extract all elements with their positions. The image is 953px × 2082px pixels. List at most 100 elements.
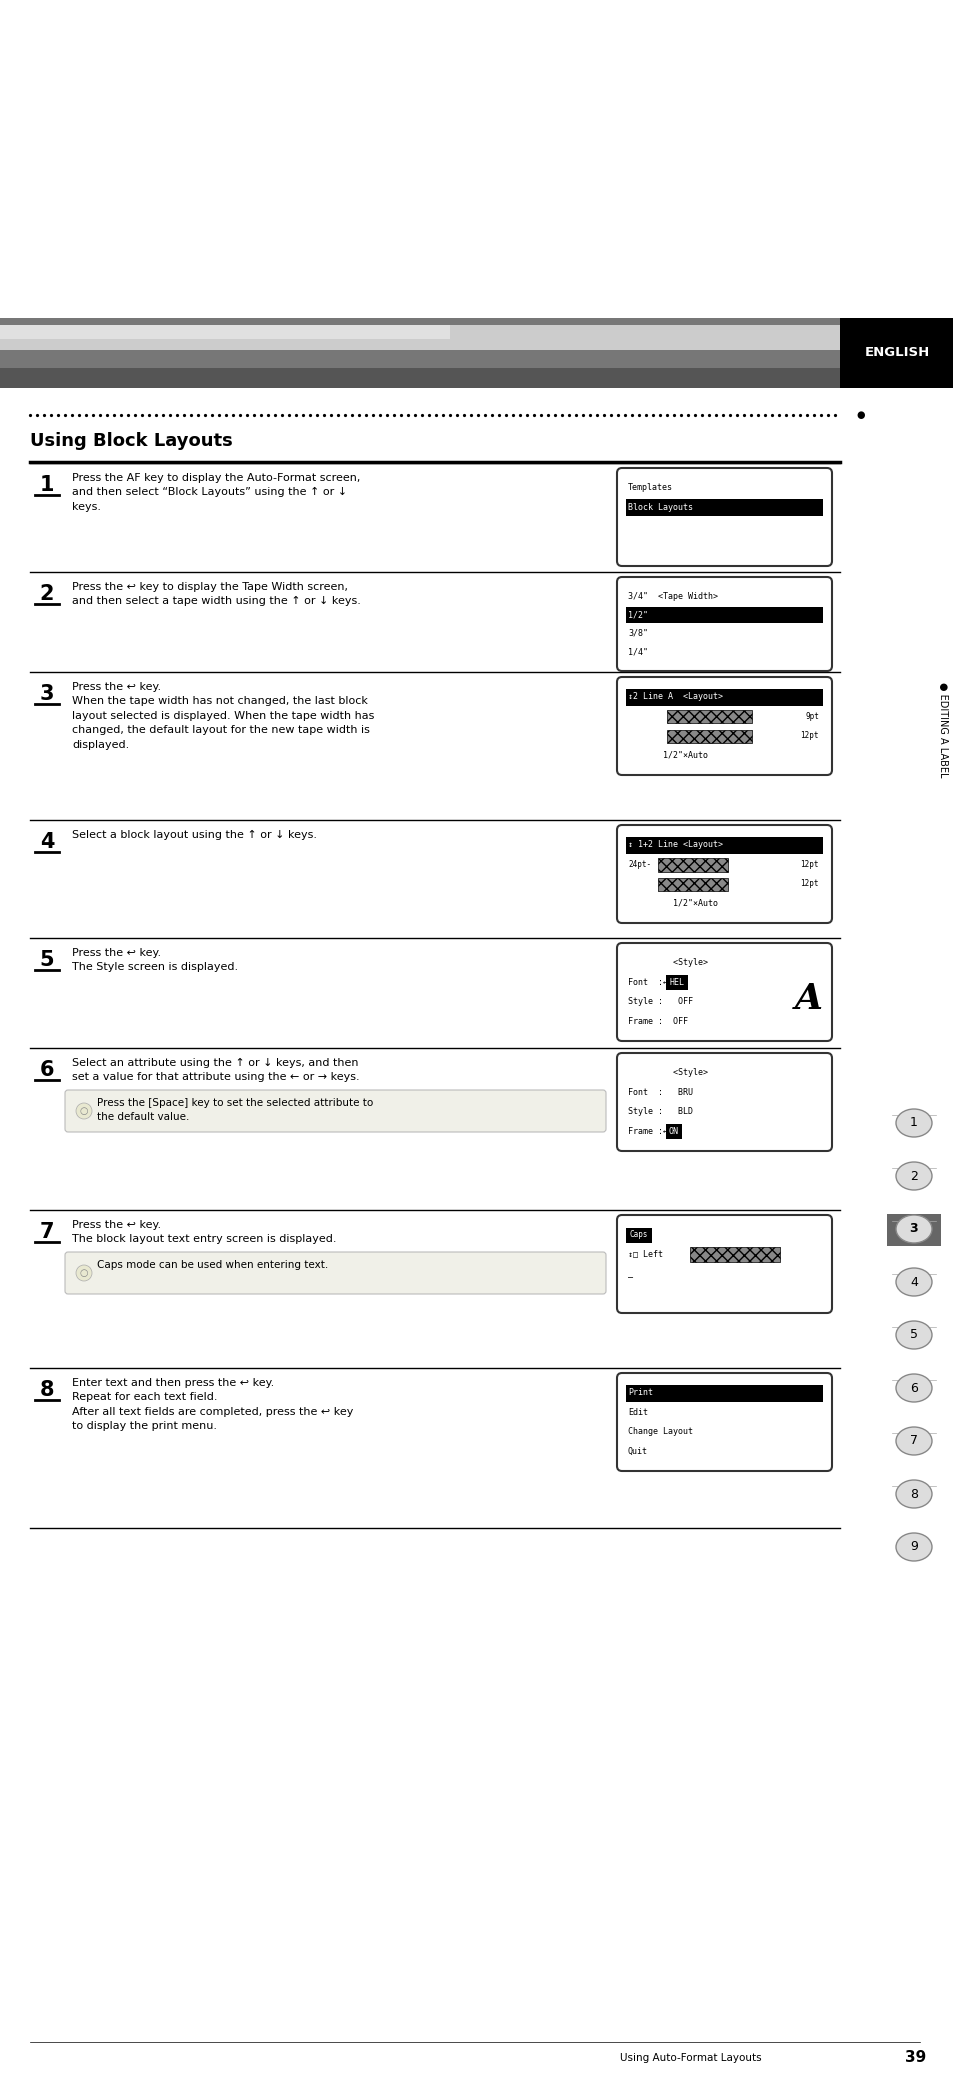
Text: Font  :   BRU: Font : BRU <box>627 1087 692 1097</box>
FancyBboxPatch shape <box>617 1053 831 1151</box>
Text: 7: 7 <box>909 1434 917 1447</box>
FancyBboxPatch shape <box>617 824 831 922</box>
Text: ● EDITING A LABEL: ● EDITING A LABEL <box>937 683 947 779</box>
Text: A: A <box>794 983 822 1016</box>
Text: 24pt-: 24pt- <box>627 860 651 868</box>
Text: ↕□ Left: ↕□ Left <box>627 1249 687 1260</box>
Text: Templates: Templates <box>627 483 672 491</box>
Text: ↕2 Line A  <Layout>: ↕2 Line A <Layout> <box>627 691 722 702</box>
Bar <box>625 500 822 516</box>
FancyBboxPatch shape <box>617 1216 831 1314</box>
Bar <box>625 1385 822 1401</box>
Text: Edit: Edit <box>627 1407 647 1416</box>
Text: Style :   OFF: Style : OFF <box>627 997 692 1006</box>
Text: 9pt: 9pt <box>804 712 818 720</box>
Text: ON: ON <box>668 1126 678 1137</box>
Bar <box>0 319 840 387</box>
Text: Press the [Space] key to set the selected attribute to
the default value.: Press the [Space] key to set the selecte… <box>97 1097 373 1122</box>
Text: 6: 6 <box>909 1382 917 1395</box>
Ellipse shape <box>895 1162 931 1191</box>
Ellipse shape <box>895 1110 931 1137</box>
Text: 4: 4 <box>909 1276 917 1289</box>
Text: 1/4": 1/4" <box>627 648 647 656</box>
Bar <box>0 369 840 387</box>
Text: 2: 2 <box>909 1170 917 1183</box>
Text: Press the ↩ key.
The Style screen is displayed.: Press the ↩ key. The Style screen is dis… <box>71 947 238 972</box>
Text: 3/8": 3/8" <box>627 629 647 637</box>
Text: 12pt: 12pt <box>800 879 818 889</box>
Bar <box>689 1247 780 1262</box>
Text: Using Auto-Format Layouts: Using Auto-Format Layouts <box>619 2053 760 2063</box>
Bar <box>666 731 751 743</box>
Text: 3/4"  <Tape Width>: 3/4" <Tape Width> <box>627 591 718 602</box>
FancyBboxPatch shape <box>617 677 831 775</box>
Bar <box>625 608 822 623</box>
Bar <box>658 858 727 872</box>
FancyBboxPatch shape <box>617 468 831 566</box>
Text: <Style>: <Style> <box>627 958 707 968</box>
Text: 9: 9 <box>909 1541 917 1553</box>
Text: 12pt: 12pt <box>800 860 818 868</box>
Text: Select a block layout using the ↑ or ↓ keys.: Select a block layout using the ↑ or ↓ k… <box>71 831 316 839</box>
Text: ↕ 1+2 Line <Layout>: ↕ 1+2 Line <Layout> <box>627 841 722 849</box>
Circle shape <box>76 1266 91 1280</box>
Bar <box>0 325 840 350</box>
Text: Quit: Quit <box>627 1447 647 1455</box>
Text: Block Layouts: Block Layouts <box>627 502 692 512</box>
Text: 4: 4 <box>40 833 54 852</box>
Text: 1/2"×Auto: 1/2"×Auto <box>627 752 707 760</box>
Text: 1: 1 <box>909 1116 917 1131</box>
Text: Select an attribute using the ↑ or ↓ keys, and then
set a value for that attribu: Select an attribute using the ↑ or ↓ key… <box>71 1058 359 1083</box>
Text: Frame :  OFF: Frame : OFF <box>627 1016 687 1026</box>
Text: Caps: Caps <box>629 1230 648 1239</box>
Ellipse shape <box>895 1532 931 1562</box>
Text: 3: 3 <box>40 685 54 704</box>
Bar <box>886 1214 940 1245</box>
FancyBboxPatch shape <box>617 1372 831 1472</box>
Text: 2: 2 <box>40 583 54 604</box>
Text: 8: 8 <box>909 1487 917 1501</box>
Text: Press the AF key to display the Auto-Format screen,
and then select “Block Layou: Press the AF key to display the Auto-For… <box>71 473 360 512</box>
Bar <box>666 710 751 722</box>
Text: 1/2"×Auto: 1/2"×Auto <box>627 899 718 908</box>
Text: ENGLISH: ENGLISH <box>863 346 928 360</box>
Text: 12pt: 12pt <box>800 731 818 741</box>
Text: Enter text and then press the ↩ key.
Repeat for each text field.
After all text : Enter text and then press the ↩ key. Rep… <box>71 1378 353 1430</box>
Text: ●: ● <box>855 410 863 421</box>
Text: HEL: HEL <box>668 979 683 987</box>
Bar <box>665 976 687 991</box>
Text: 39: 39 <box>904 2051 925 2065</box>
Text: Change Layout: Change Layout <box>627 1428 692 1437</box>
Ellipse shape <box>895 1268 931 1295</box>
Text: 7: 7 <box>40 1222 54 1243</box>
Ellipse shape <box>895 1216 931 1243</box>
Text: Print: Print <box>627 1389 652 1397</box>
Bar <box>658 877 727 891</box>
Ellipse shape <box>895 1480 931 1507</box>
Text: Press the ↩ key.
When the tape width has not changed, the last block
layout sele: Press the ↩ key. When the tape width has… <box>71 683 374 750</box>
Text: 1: 1 <box>40 475 54 496</box>
Text: Press the ↩ key to display the Tape Width screen,
and then select a tape width u: Press the ↩ key to display the Tape Widt… <box>71 583 360 606</box>
Text: 1/2": 1/2" <box>627 610 647 618</box>
Bar <box>840 319 953 387</box>
FancyBboxPatch shape <box>617 577 831 670</box>
Text: ○: ○ <box>80 1106 89 1116</box>
Text: 8: 8 <box>40 1380 54 1399</box>
Ellipse shape <box>895 1426 931 1455</box>
Text: Style :   BLD: Style : BLD <box>627 1108 692 1116</box>
Text: ○: ○ <box>80 1268 89 1278</box>
Bar <box>625 837 822 854</box>
Text: Frame :↔: Frame :↔ <box>627 1126 672 1137</box>
Text: _: _ <box>627 1270 633 1278</box>
FancyBboxPatch shape <box>617 943 831 1041</box>
Bar <box>625 689 822 706</box>
Bar <box>0 325 450 339</box>
Text: <Style>: <Style> <box>627 1068 707 1076</box>
Text: 6: 6 <box>40 1060 54 1081</box>
Circle shape <box>76 1103 91 1118</box>
Text: Font  :↔: Font :↔ <box>627 979 672 987</box>
Text: 5: 5 <box>40 949 54 970</box>
Text: Caps mode can be used when entering text.: Caps mode can be used when entering text… <box>97 1260 328 1270</box>
Bar <box>625 1228 651 1243</box>
Text: Using Block Layouts: Using Block Layouts <box>30 431 233 450</box>
